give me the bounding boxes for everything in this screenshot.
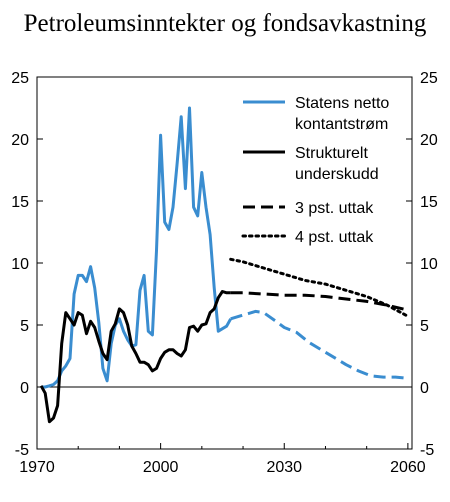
legend-label: underskudd xyxy=(295,166,379,183)
y-tick-label-right: 25 xyxy=(420,70,438,87)
x-tick-label: 2000 xyxy=(143,459,179,476)
series-line-3 xyxy=(230,291,409,312)
legend-label: Statens netto xyxy=(295,95,389,112)
y-tick-label-right: 5 xyxy=(420,318,429,335)
y-tick-label-right: 15 xyxy=(420,194,438,211)
y-tick-label-left: 25 xyxy=(11,70,29,87)
legend-label: Strukturelt xyxy=(295,145,368,162)
y-tick-label-right: 0 xyxy=(420,380,429,397)
y-tick-label-right: 20 xyxy=(420,132,438,149)
x-tick-label: 2030 xyxy=(266,459,302,476)
y-tick-label-left: 15 xyxy=(11,194,29,211)
chart-title: Petroleumsinntekter og fondsavkastning xyxy=(23,10,427,37)
series-line-0 xyxy=(41,106,233,389)
x-tick-label: 1970 xyxy=(19,459,55,476)
chart-plot-area xyxy=(39,106,410,424)
y-tick-label-left: 0 xyxy=(20,380,29,397)
y-tick-label-right: 10 xyxy=(420,256,438,273)
legend-label: kontantstrøm xyxy=(295,116,388,133)
series-line-4 xyxy=(229,257,410,318)
legend-label: 4 pst. uttak xyxy=(295,229,374,246)
series-line-1 xyxy=(230,309,409,380)
y-tick-label-right: -5 xyxy=(420,442,434,459)
y-tick-label-left: -5 xyxy=(15,442,29,459)
y-tick-label-left: 20 xyxy=(11,132,29,149)
legend-label: 3 pst. uttak xyxy=(295,200,374,217)
y-tick-label-left: 10 xyxy=(11,256,29,273)
y-tick-label-left: 5 xyxy=(20,318,29,335)
chart-legend: Statens netto kontantstrøm Strukturelt unde… xyxy=(241,95,389,246)
x-tick-label: 2060 xyxy=(390,459,426,476)
series-line-2 xyxy=(39,290,231,424)
